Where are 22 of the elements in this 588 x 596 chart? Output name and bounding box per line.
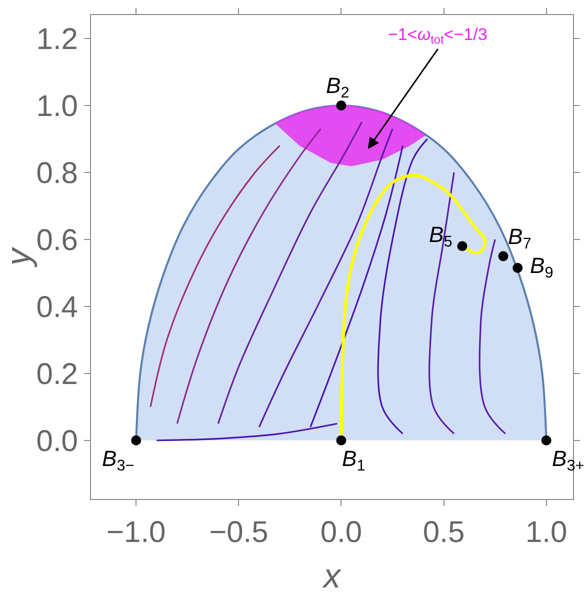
annotation: B$_{1}$ xyxy=(342,446,366,475)
y-axis-title: y xyxy=(0,246,38,268)
x-tick-label: −1.0 xyxy=(106,516,166,549)
annotation: B$_{7}$ xyxy=(508,224,532,253)
x-tick-label: −0.5 xyxy=(209,516,268,549)
x-tick-label: 1.0 xyxy=(525,516,568,549)
x-tick-label: 0.0 xyxy=(320,516,362,549)
y-tick-label: 0.2 xyxy=(36,358,78,391)
annotation: B$_{5}$ xyxy=(429,222,452,251)
annotation: B$_{3−}$ xyxy=(102,446,134,475)
y-tick-label: 0.4 xyxy=(36,290,78,324)
y-tick-label: 1.0 xyxy=(36,90,78,123)
y-tick-label: 1.2 xyxy=(36,22,78,56)
y-tick-label: 0.6 xyxy=(36,224,78,257)
y-tick-label: 0.8 xyxy=(36,156,78,190)
x-axis-title: x xyxy=(322,557,342,596)
annotation: −1<ω$_{tot}$<−1/3 xyxy=(388,25,488,47)
annotation: B$_{9}$ xyxy=(530,253,554,282)
annotation: B$_{2}$ xyxy=(326,73,350,102)
annotation: B$_{3+}$ xyxy=(552,446,584,475)
x-tick-label: 0.5 xyxy=(422,516,465,549)
y-tick-label: 0.0 xyxy=(36,424,78,458)
